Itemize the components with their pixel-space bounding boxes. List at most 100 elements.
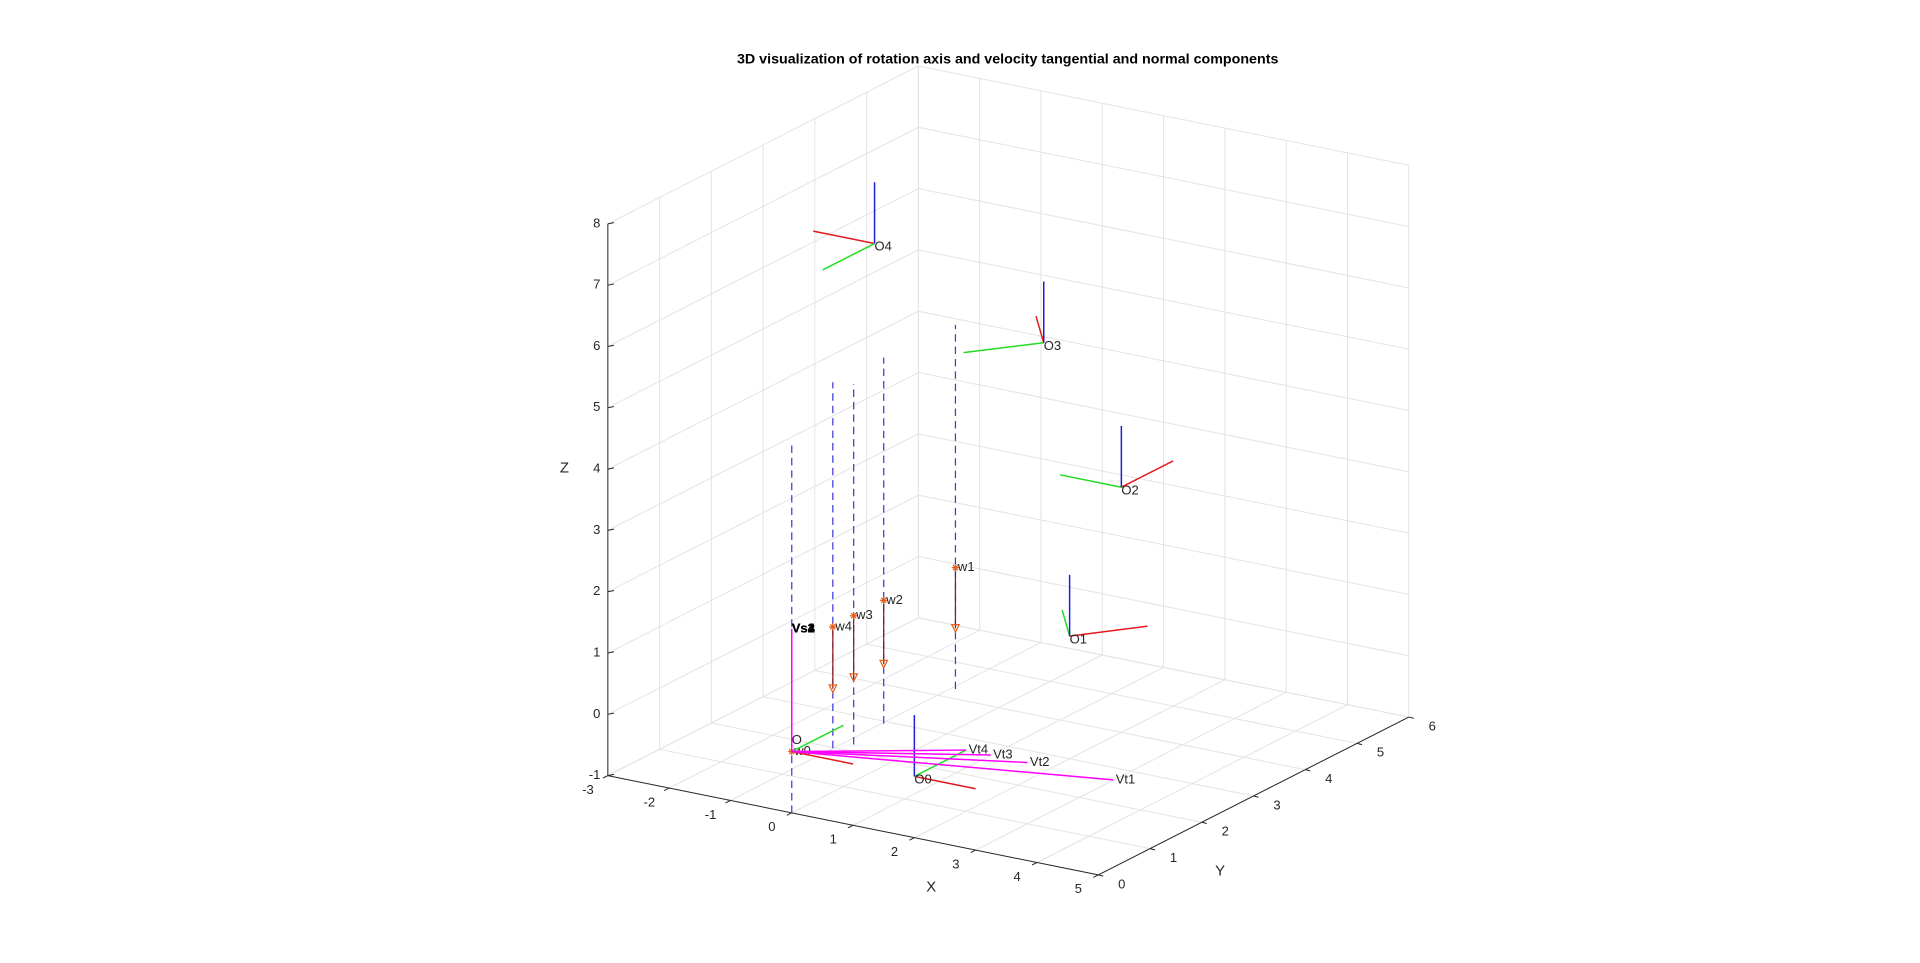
frame-axis [914,775,976,790]
grid-line [918,494,1409,595]
grid-line [918,65,1409,166]
z-tick-label: 1 [593,644,600,659]
z-tick-label: 3 [593,522,600,537]
grid-line [918,372,1409,473]
frame-label: O0 [914,772,931,787]
grid-line [918,249,1409,350]
chart-title: 3D visualization of rotation axis and ve… [737,51,1278,67]
z-tick-label: 2 [593,583,600,598]
grid-line [607,433,919,593]
x-tick [1031,862,1038,866]
tangential-label: Vt3 [993,746,1013,761]
z-tick-label: 8 [593,215,600,230]
x-tick [909,837,915,841]
frame-axis [1061,609,1071,637]
grid-line [918,188,1409,289]
grid-line [659,748,1151,850]
x-tick-label: -1 [705,807,717,822]
tangential-velocity [791,750,1114,781]
grid-line [607,249,919,409]
w-label: w3 [855,607,873,622]
w-label: w2 [885,592,903,607]
tangential-label: Vt4 [969,741,989,756]
grid-line [607,65,919,225]
normal-label: Vs4 [792,620,816,635]
axis-marker [950,624,961,634]
y-tick [1149,848,1156,851]
x-tick-label: 4 [1013,869,1020,884]
x-tick [663,787,670,791]
x-tick-label: 0 [768,819,775,834]
z-tick-label: 5 [593,399,600,414]
z-tick [607,712,615,715]
tangential-velocity [791,750,1028,764]
grid-line [607,126,919,286]
z-tick [607,773,615,777]
grid-line [918,555,1409,657]
y-tick-label: 2 [1222,824,1229,839]
grid-line [607,494,919,654]
frame-axis [1121,460,1174,488]
x-tick [847,824,854,829]
frame-label: O4 [875,239,892,254]
normal-label: Vs2 [792,620,815,635]
grid-line [918,126,1409,228]
frame-label: O [792,732,802,747]
grid-line [711,722,1202,823]
y-tick [1253,795,1259,798]
tangential-label: Vt1 [1116,771,1136,786]
x-tick-label: -3 [582,782,594,797]
grid-line [607,372,919,531]
y-axis-label: Y [1215,864,1225,880]
normal-label: Vs1 [792,620,815,635]
frame-axis [822,242,875,271]
grid-line [814,669,1306,771]
y-tick-label: 0 [1118,876,1125,891]
z-tick [607,222,615,225]
x-tick [602,775,609,779]
grid-line [607,617,919,777]
axis-marker [878,659,889,670]
x-tick [970,849,976,854]
w-label: w4 [834,618,852,633]
frame-axis [1059,474,1122,488]
w-point [829,623,837,631]
z-axis-label: Z [560,461,569,477]
w-point [951,563,960,572]
z-tick [607,283,615,286]
y-tick-label: 6 [1429,718,1436,733]
x-tick-label: 1 [830,832,837,847]
x-tick-label: 2 [891,844,898,859]
y-tick-label: 1 [1170,850,1177,865]
frame-label: O1 [1070,631,1087,646]
grid-line [607,556,919,715]
z-tick [607,651,615,654]
frame-axis [963,342,1044,354]
tangential-velocity [791,749,967,753]
y-tick-label: 5 [1377,745,1384,760]
frame-axis [791,750,854,765]
z-tick-label: 4 [593,461,600,476]
frame-axis [1035,315,1045,343]
x-tick-label: 3 [952,856,959,871]
x-tick-label: -2 [644,794,656,809]
w-point [849,612,858,620]
z-tick-label: 0 [593,706,600,721]
grid-line [866,643,1358,744]
plot-area: 3D visualization of rotation axis and ve… [560,51,1436,896]
y-tick-label: 3 [1273,797,1280,812]
z-tick-label: -1 [589,767,601,782]
grid-line [607,188,919,347]
frame-axis [813,230,875,245]
y-tick [1356,742,1363,746]
z-tick [607,344,615,347]
y-tick [1305,769,1311,772]
y-tick [1408,716,1414,719]
frame-label: O2 [1121,482,1138,497]
z-tick [607,528,615,531]
grid-line [607,310,919,470]
x-tick [725,800,731,804]
x-tick [1093,874,1099,878]
w-label: w1 [957,559,975,574]
